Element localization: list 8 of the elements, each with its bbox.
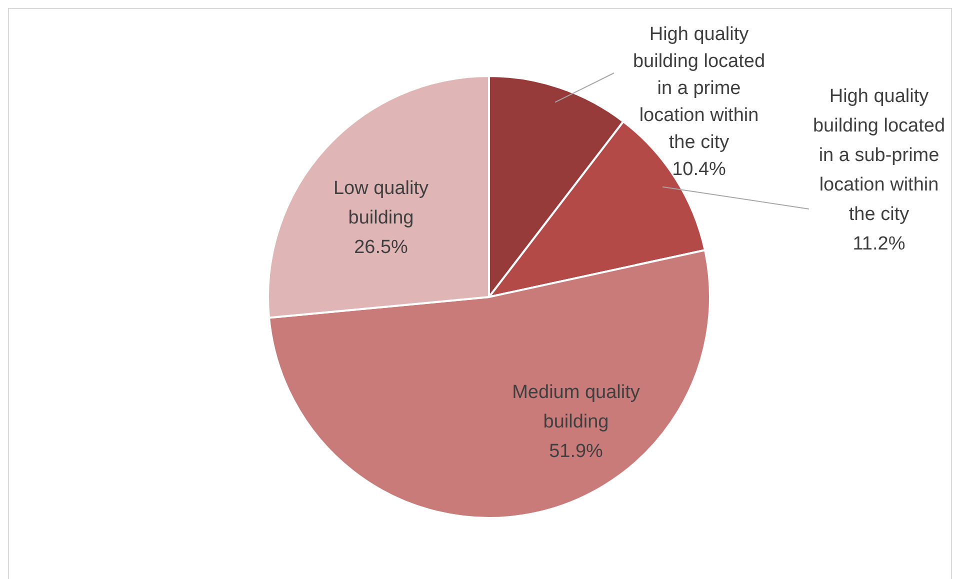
data-label: 26.5% — [354, 237, 408, 258]
data-label: 10.4% — [672, 159, 726, 180]
slice-label: High quality building located in a sub-prime location within the city — [812, 86, 946, 226]
slice-label: High quality building located in a prime location within the city — [632, 24, 766, 154]
slice-label: Medium quality building — [512, 382, 640, 433]
slice-label: Low quality building — [333, 178, 430, 229]
data-label: 11.2% — [852, 234, 906, 255]
data-label: 51.9% — [549, 441, 604, 462]
